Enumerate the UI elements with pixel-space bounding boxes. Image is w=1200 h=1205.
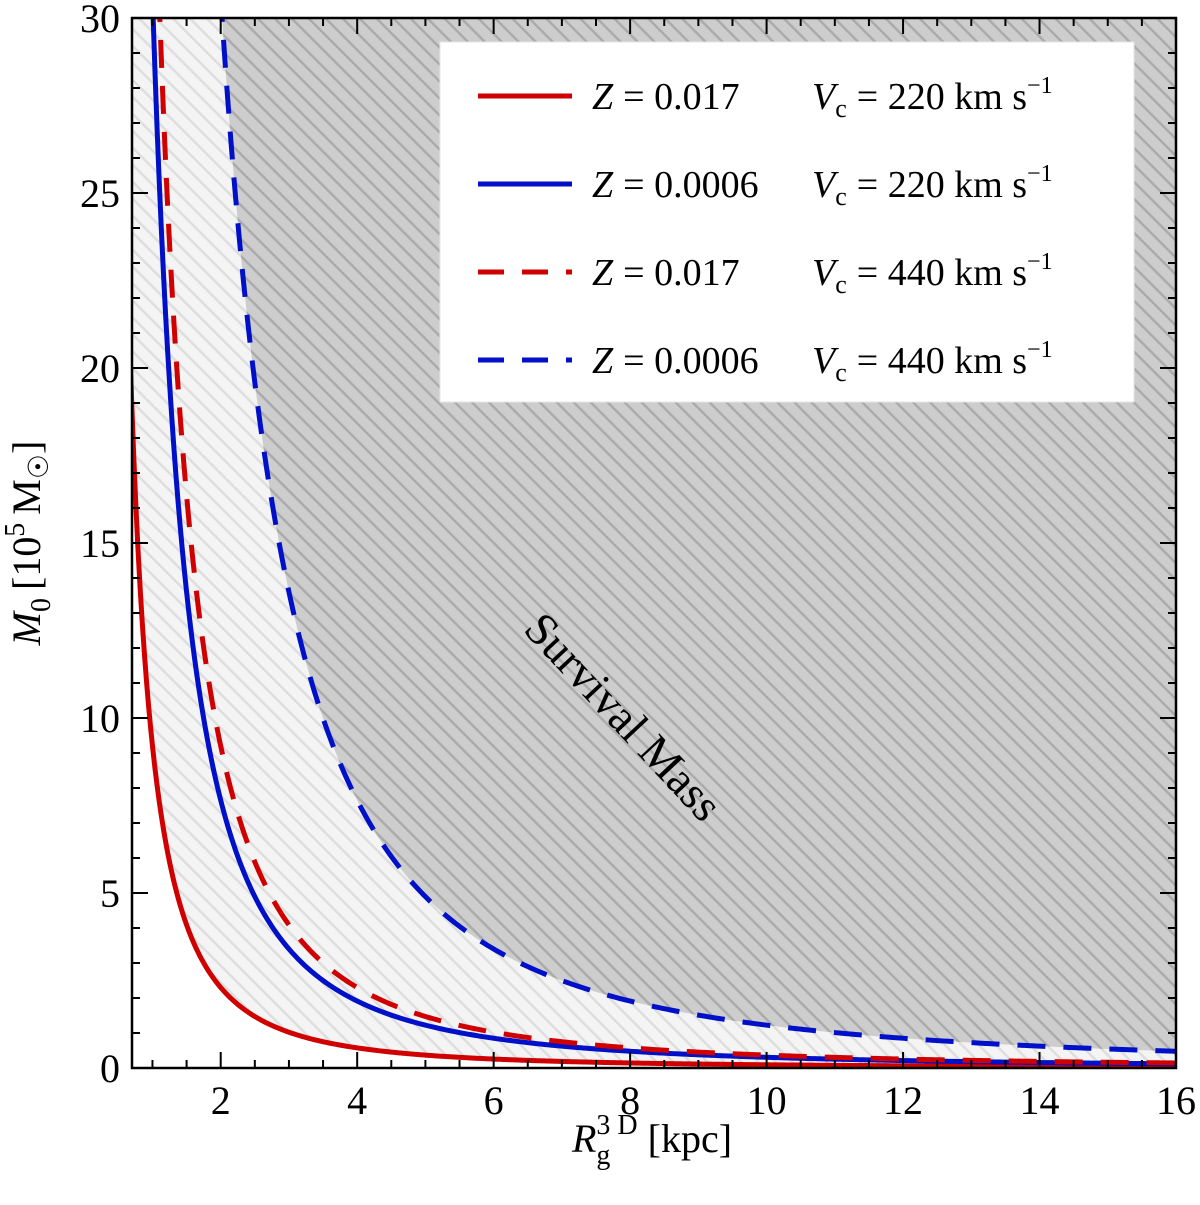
y-tick-label: 15 [80,521,120,566]
x-tick-label: 4 [347,1078,367,1123]
legend-metallicity: Z = 0.017 [592,252,740,294]
legend-entry-4: Z = 0.0006 Vc = 440 km s−1 [478,337,1053,387]
y-tick-label: 0 [100,1046,120,1091]
x-axis-unit: [kpc] [648,1116,732,1161]
legend-velocity: Vc = 440 km s−1 [812,337,1053,387]
y-axis-title: M0[105M☉] [0,441,57,647]
y-axis-sun-symbol: ☉ [24,454,55,479]
y-axis-unit: M [4,479,49,515]
x-axis-superscript: 3 D [596,1110,637,1141]
y-tick-label: 25 [80,171,120,216]
y-axis-symbol: M [4,609,49,646]
legend-velocity: Vc = 220 km s−1 [812,73,1053,123]
x-axis-symbol: R [571,1116,596,1161]
legend-entry-1: Z = 0.017 Vc = 220 km s−1 [478,73,1053,123]
legend: Z = 0.017 Vc = 220 km s−1 Z = 0.0006 Vc = 220 k… [439,41,1135,403]
legend-metallicity: Z = 0.0006 [592,340,759,382]
legend-metallicity: Z = 0.0006 [592,164,759,206]
axis-ticks: 2 4 6 8 10 12 14 16 0 5 10 15 20 25 30 [80,0,1196,1123]
x-axis-title: Rg3 D [kpc] [571,1110,732,1171]
series-line-3 [157,18,1176,1066]
x-tick-label: 6 [484,1078,504,1123]
legend-entry-2: Z = 0.0006 Vc = 220 km s−1 [478,161,1053,211]
y-axis-unit-prefix: [10 [4,537,49,590]
x-tick-label: 12 [883,1078,923,1123]
series-line-1 [132,336,1176,1068]
y-axis-subscript: 0 [26,598,57,612]
legend-velocity: Vc = 440 km s−1 [812,249,1053,299]
y-tick-label: 20 [80,346,120,391]
legend-velocity: Vc = 220 km s−1 [812,161,1053,211]
legend-metallicity: Z = 0.017 [592,76,740,118]
series-line-4 [219,18,1176,1054]
y-tick-label: 5 [100,871,120,916]
y-tick-label: 10 [80,696,120,741]
legend-box [439,41,1135,403]
x-tick-label: 16 [1156,1078,1196,1123]
y-tick-label: 30 [80,0,120,41]
legend-entry-3: Z = 0.017 Vc = 440 km s−1 [478,249,1053,299]
y-axis-exponent: 5 [0,523,31,537]
series-layer [132,18,1176,1068]
plot-frame [130,16,1178,1070]
x-tick-label: 10 [747,1078,787,1123]
x-axis-subscript: g [596,1140,610,1171]
y-axis-unit-suffix: ] [4,441,49,454]
x-tick-label: 8 [620,1078,640,1123]
x-tick-label: 14 [1020,1078,1060,1123]
x-tick-label: 2 [211,1078,231,1123]
